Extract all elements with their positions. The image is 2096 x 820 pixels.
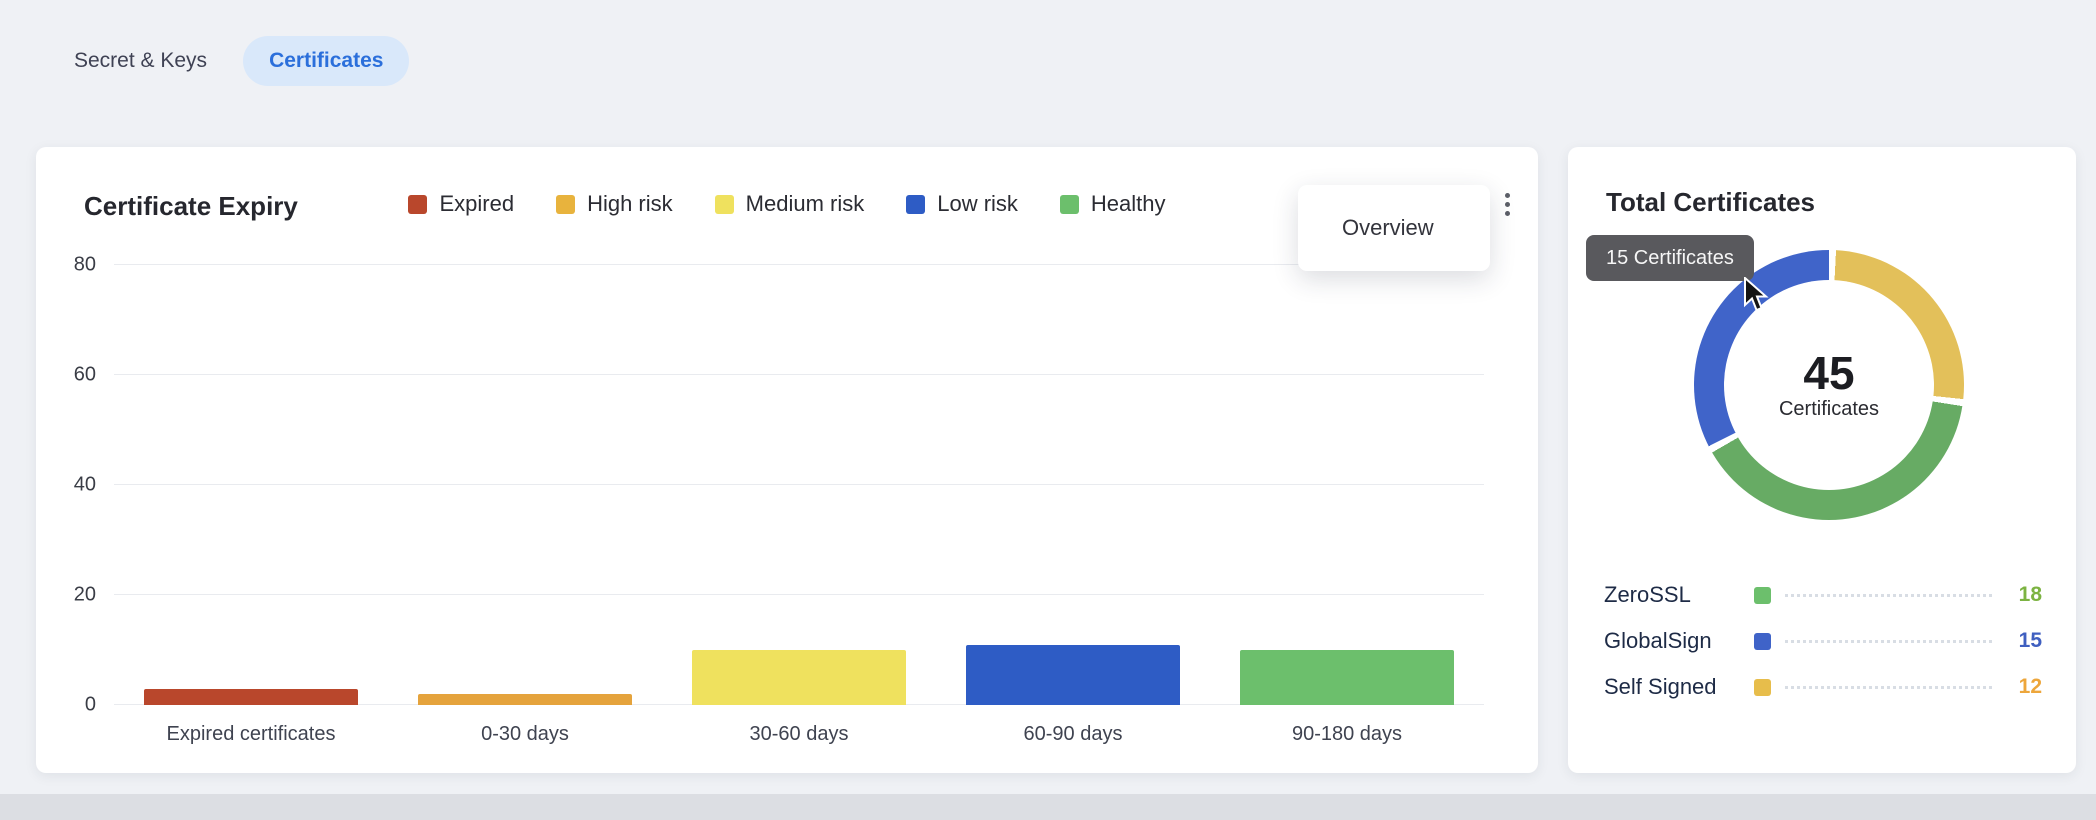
y-axis-tick-label: 0: [84, 693, 96, 716]
x-axis-label-90-180-days: 90-180 days: [1291, 723, 1403, 745]
donut-tooltip: 15 Certificates: [1586, 235, 1754, 281]
kebab-dot: [1505, 202, 1510, 207]
total-legend-row-globalsign[interactable]: GlobalSign 15: [1604, 626, 2042, 656]
total-legend-swatch: [1754, 586, 1771, 604]
legend-label: Healthy: [1090, 191, 1166, 216]
legend-swatch: [906, 194, 926, 214]
total-legend-label: ZeroSSL: [1604, 582, 1691, 607]
legend-item-medium-risk[interactable]: Medium risk: [714, 191, 865, 217]
y-axis-tick-label: 40: [73, 473, 96, 496]
total-legend-swatch: [1754, 632, 1771, 650]
legend-item-high-risk[interactable]: High risk: [556, 191, 673, 217]
x-axis-label-60-90-days: 60-90 days: [1023, 723, 1123, 745]
bars-row: [114, 265, 1484, 705]
bar-0-30-days[interactable]: [418, 694, 632, 705]
bar-slot: [114, 265, 388, 705]
legend-swatch: [408, 194, 428, 214]
bar-slot: [1210, 265, 1484, 705]
total-legend-label: Self Signed: [1604, 674, 1717, 699]
total-legend-label: GlobalSign: [1604, 628, 1712, 653]
x-axis-label-expired-certificates: Expired certificates: [166, 723, 336, 745]
legend-swatch: [714, 194, 734, 214]
total-legend-swatch: [1754, 678, 1771, 696]
legend-label: Medium risk: [745, 191, 865, 216]
legend-label: High risk: [587, 191, 673, 216]
tab-bar: Secret & Keys Certificates: [48, 36, 410, 86]
tab-secret-and-keys[interactable]: Secret & Keys: [48, 36, 233, 86]
gridline: [114, 374, 1484, 375]
page-bottom-strip: [0, 794, 2096, 820]
expiry-card-title: Certificate Expiry: [84, 191, 298, 221]
certificate-expiry-card: Certificate Expiry Expired High risk Mediu…: [36, 147, 1538, 773]
gridline: [114, 484, 1484, 485]
donut-chart[interactable]: 45 Certificates: [1694, 250, 1964, 520]
bar-slot: [388, 265, 662, 705]
bar-60-90-days[interactable]: [966, 644, 1180, 705]
legend-item-healthy[interactable]: Healthy: [1059, 191, 1166, 217]
total-card-title: Total Certificates: [1606, 187, 1816, 217]
kebab-dot: [1505, 211, 1510, 216]
donut-center-value: 45: [1803, 346, 1855, 399]
donut-center: 45 Certificates: [1694, 250, 1964, 520]
legend-swatch: [1059, 194, 1079, 214]
mouse-cursor-icon: [1744, 277, 1769, 312]
donut-center-label: Certificates: [1778, 397, 1880, 420]
total-legend-value: 18: [2018, 583, 2042, 606]
kebab-menu-icon[interactable]: [1495, 185, 1520, 224]
tab-certificates[interactable]: Certificates: [243, 36, 410, 86]
legend-item-expired[interactable]: Expired: [408, 191, 514, 217]
gridline: [114, 594, 1484, 595]
bar-90-180-days[interactable]: [1240, 650, 1454, 705]
gridline: [114, 264, 1484, 265]
x-axis-label-30-60-days: 30-60 days: [749, 723, 849, 745]
legend-label: Expired: [439, 191, 515, 216]
dotted-leader: [1785, 639, 1992, 643]
y-axis-tick-label: 80: [73, 253, 96, 276]
total-certificates-card: Total Certificates 15 Certificates 45 Ce…: [1568, 147, 2076, 773]
bar-expired-certificates[interactable]: [144, 688, 358, 705]
dotted-leader: [1785, 685, 1992, 689]
total-legend: ZeroSSL 18 GlobalSign 15 Self Signed 12: [1604, 580, 2042, 718]
kebab-dot: [1505, 193, 1510, 198]
menu-item-overview[interactable]: Overview: [1342, 215, 1434, 240]
bar-30-60-days[interactable]: [692, 650, 906, 705]
legend-item-low-risk[interactable]: Low risk: [906, 191, 1018, 217]
dotted-leader: [1785, 593, 1992, 597]
bar-slot: [662, 265, 936, 705]
total-legend-value: 15: [2018, 629, 2042, 652]
total-legend-row-self-signed[interactable]: Self Signed 12: [1604, 672, 2042, 702]
legend-label: Low risk: [937, 191, 1018, 216]
x-axis-label-0-30-days: 0-30 days: [481, 723, 569, 745]
expiry-legend: Expired High risk Medium risk Low risk Healt…: [36, 191, 1538, 217]
total-legend-row-zerossl[interactable]: ZeroSSL 18: [1604, 580, 2042, 610]
y-axis-tick-label: 60: [73, 363, 96, 386]
x-axis-labels: Expired certificates 0-30 days 30-60 days 6…: [114, 723, 1484, 746]
total-legend-value: 12: [2018, 675, 2042, 698]
y-axis-tick-label: 20: [73, 583, 96, 606]
expiry-plot: 0 20 40 60 80: [74, 254, 1484, 716]
legend-swatch: [556, 194, 576, 214]
bar-slot: [936, 265, 1210, 705]
overview-menu: Overview: [1298, 185, 1490, 271]
